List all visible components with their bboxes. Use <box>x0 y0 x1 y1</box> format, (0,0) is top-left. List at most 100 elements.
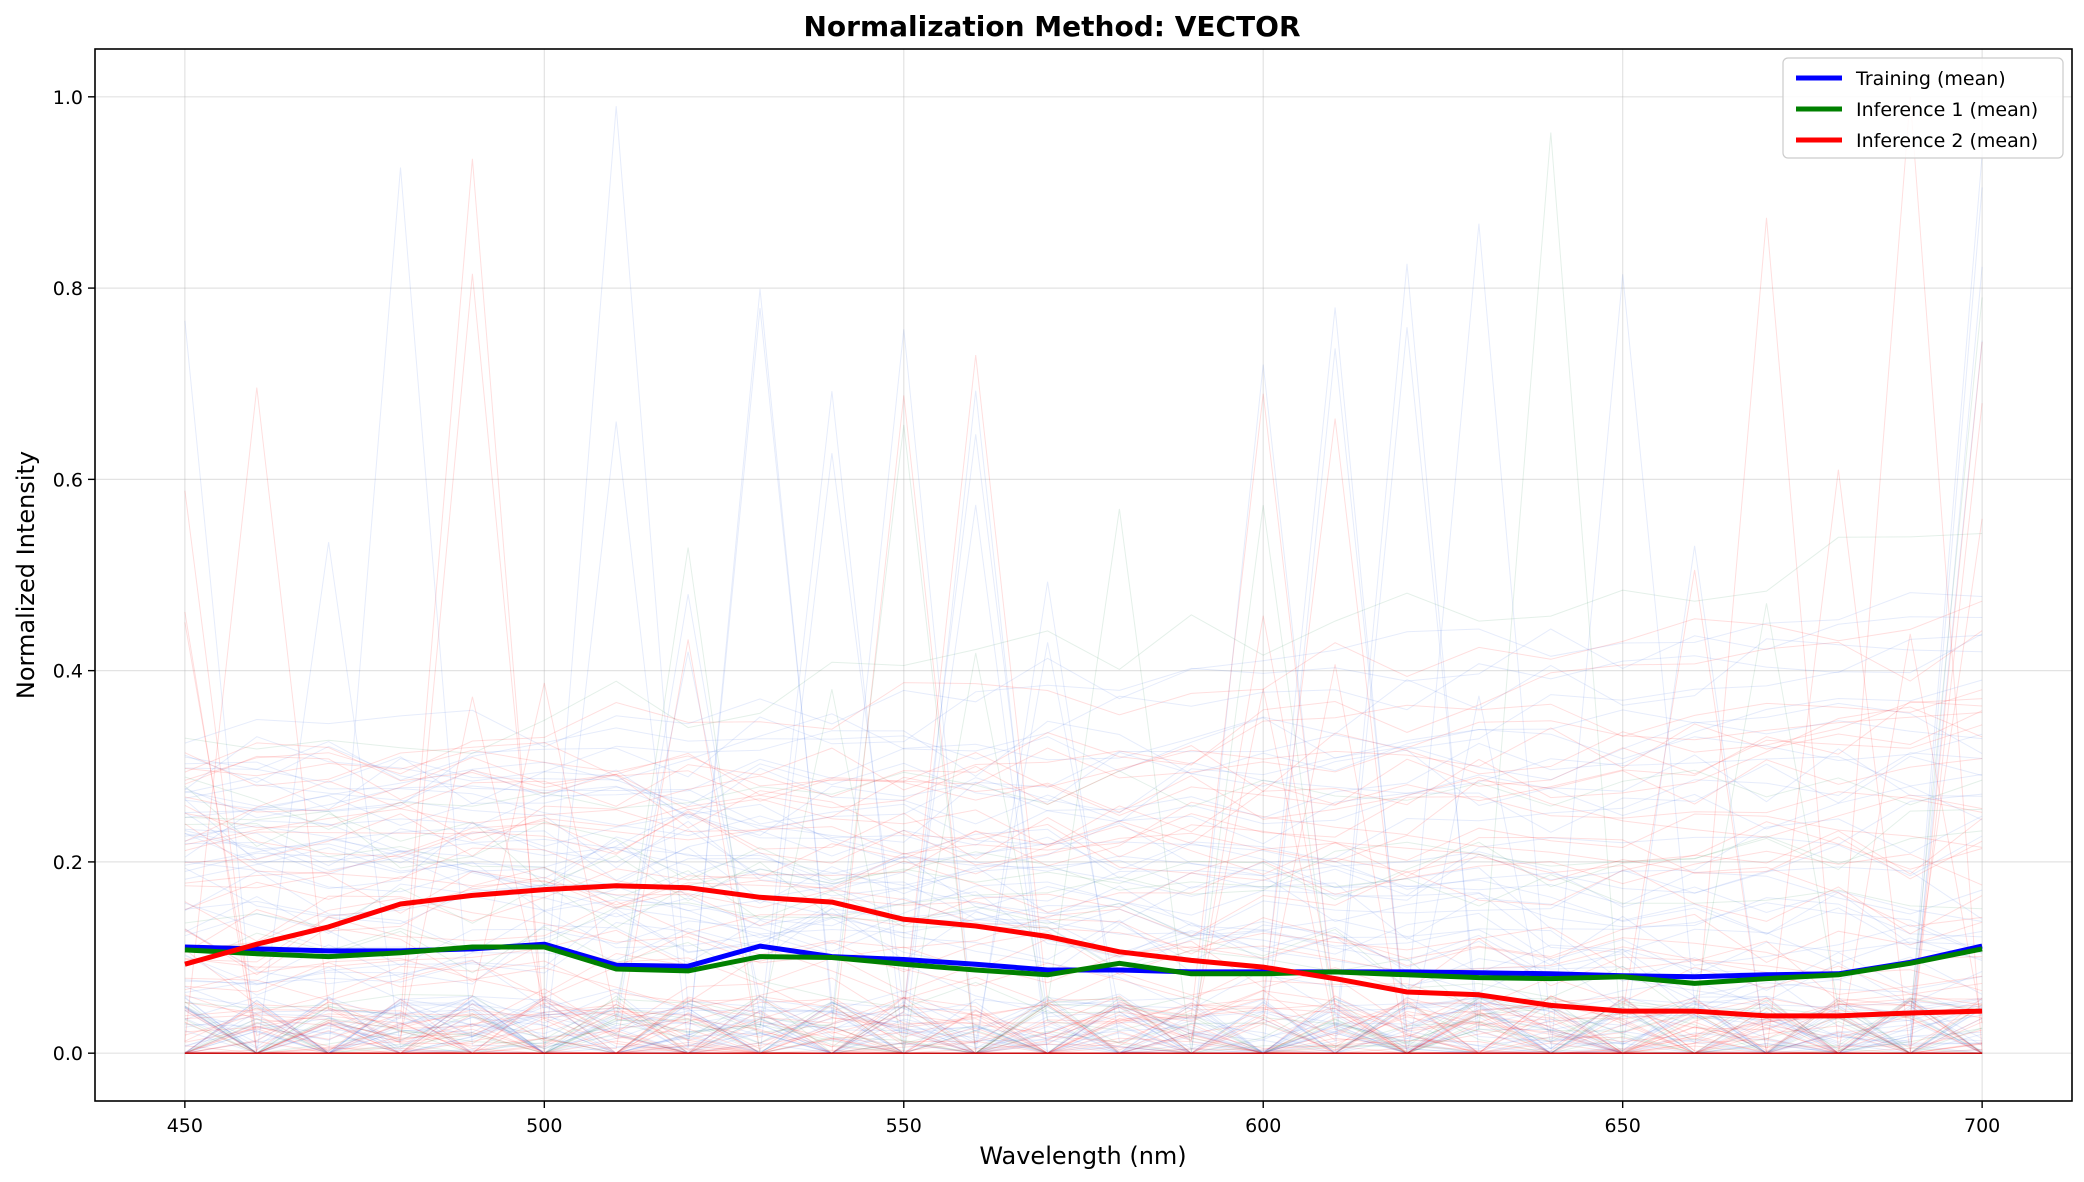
spectrum-inference2-30 <box>184 962 1983 1054</box>
individual-spectra <box>184 96 1983 1055</box>
spectrum-training-47 <box>184 391 1983 1055</box>
spectrum-training-32 <box>184 320 1983 1054</box>
spectrum-inference2-43 <box>184 630 1983 863</box>
spectrum-inference2-49 <box>184 395 1983 1054</box>
spectrum-inference2-0 <box>184 813 1983 971</box>
spectrum-inference1-2 <box>184 810 1983 910</box>
spectrum-training-62 <box>184 752 1983 984</box>
spectrum-inference2-44 <box>184 469 1983 1055</box>
x-tick-label-0: 450 <box>167 1115 203 1137</box>
spectrum-training-27 <box>184 767 1983 830</box>
spectrum-training-56 <box>184 702 1983 781</box>
spectrum-inference2-18 <box>184 622 1983 1054</box>
legend: Training (mean) Inference 1 (mean) Inferen… <box>1782 57 2064 159</box>
legend-label-0: Training (mean) <box>1855 68 2006 90</box>
spectrum-training-46 <box>184 761 1983 920</box>
spectrum-inference2-52 <box>184 158 1983 1054</box>
spectrum-training-67 <box>184 852 1983 975</box>
spectrum-training-21 <box>184 867 1983 1005</box>
y-tick-label-3: 0.6 <box>53 469 83 491</box>
spectrum-training-30 <box>184 364 1983 1054</box>
x-tick-label-3: 600 <box>1245 1115 1281 1137</box>
y-axis: 0.0 0.2 0.4 0.6 0.8 1.0 <box>53 87 95 1065</box>
spectrum-inference2-5 <box>184 682 1983 1054</box>
plot-frame <box>94 48 2073 1102</box>
spectrum-training-26 <box>184 720 1983 880</box>
spectrum-inference2-26 <box>184 929 1983 977</box>
legend-label-2: Inference 2 (mean) <box>1856 130 2038 152</box>
spectrum-training-48 <box>184 755 1983 917</box>
x-axis-label: Wavelength (nm) <box>979 1142 1186 1170</box>
spectrum-inference2-24 <box>184 926 1983 995</box>
spectrum-inference1-9 <box>184 926 1983 1054</box>
spectrum-inference2-19 <box>184 418 1983 1054</box>
spectrum-inference2-2 <box>184 706 1983 954</box>
legend-label-1: Inference 1 (mean) <box>1856 99 2038 121</box>
spectrum-inference2-29 <box>184 946 1983 1008</box>
spectrum-inference2-3 <box>184 712 1983 813</box>
y-tick-label-5: 1.0 <box>53 87 83 109</box>
y-tick-label-4: 0.8 <box>53 278 83 300</box>
spectrum-training-52 <box>184 799 1983 1016</box>
spectrum-inference1-11 <box>184 652 1983 1054</box>
spectrum-training-64 <box>184 187 1983 1054</box>
spectrum-training-15 <box>184 307 1983 1054</box>
spectrum-inference1-10 <box>184 769 1983 831</box>
spectrum-inference2-39 <box>184 818 1983 1001</box>
spectrum-training-22 <box>184 638 1983 866</box>
spectrum-inference2-33 <box>184 850 1983 913</box>
spectrum-inference1-7 <box>184 823 1983 1052</box>
spectrum-training-58 <box>184 756 1983 954</box>
spectrum-training-69 <box>184 453 1983 1054</box>
mean-series <box>184 883 1983 1019</box>
spectrum-training-17 <box>184 812 1983 964</box>
x-tick-label-2: 550 <box>886 1115 922 1137</box>
spectrum-training-1 <box>184 288 1983 1054</box>
spectrum-training-61 <box>184 784 1983 992</box>
spectrum-inference1-5 <box>184 297 1983 1054</box>
spectrum-training-6 <box>184 329 1983 1054</box>
spectrum-inference2-7 <box>184 742 1983 935</box>
spectrum-training-35 <box>184 820 1983 1008</box>
spectrum-inference1-1 <box>184 830 1983 929</box>
spectrum-training-60 <box>184 745 1983 945</box>
x-tick-label-4: 650 <box>1605 1115 1641 1137</box>
spectrum-training-38 <box>184 835 1983 993</box>
spectrum-inference2-36 <box>184 755 1983 927</box>
spectrum-inference2-51 <box>184 698 1983 841</box>
spectrum-inference2-20 <box>184 696 1983 1054</box>
series-line-2 <box>184 883 1983 1019</box>
y-tick-label-0: 0.0 <box>53 1043 83 1065</box>
spectrum-training-66 <box>184 106 1983 1054</box>
spectrum-inference2-9 <box>184 600 1983 781</box>
spectrum-training-2 <box>184 910 1983 966</box>
spectrum-inference2-47 <box>184 688 1983 1054</box>
spectrum-training-5 <box>184 808 1983 915</box>
spectrum-inference2-54 <box>184 823 1983 1002</box>
chart-title: Normalization Method: VECTOR <box>803 10 1300 43</box>
spectrum-inference2-40 <box>184 354 1983 1054</box>
y-tick-label-2: 0.4 <box>53 661 83 683</box>
spectrum-training-24 <box>184 307 1983 1054</box>
spectrum-inference2-4 <box>184 273 1983 1054</box>
spectrum-training-50 <box>184 830 1983 1046</box>
spectrum-training-0 <box>184 828 1983 938</box>
spectrum-training-63 <box>184 748 1983 810</box>
spectrum-inference2-37 <box>184 217 1983 1054</box>
spectrum-inference2-35 <box>184 741 1983 838</box>
spectrum-training-59 <box>184 825 1983 959</box>
spectrum-training-33 <box>184 616 1983 813</box>
spectrum-inference2-14 <box>184 870 1983 992</box>
spectrum-training-3 <box>184 785 1983 922</box>
spectrum-inference2-28 <box>184 804 1983 880</box>
spectrum-inference1-4 <box>184 533 1983 754</box>
spectrum-training-28 <box>184 642 1983 1054</box>
spectrum-inference2-16 <box>184 791 1983 884</box>
spectrum-inference1-8 <box>184 424 1983 1054</box>
spectrum-inference2-22 <box>184 639 1983 1054</box>
spectrum-training-54 <box>184 274 1983 1055</box>
y-axis-label: Normalized Intensity <box>12 451 40 699</box>
spectrum-inference2-1 <box>184 724 1983 846</box>
